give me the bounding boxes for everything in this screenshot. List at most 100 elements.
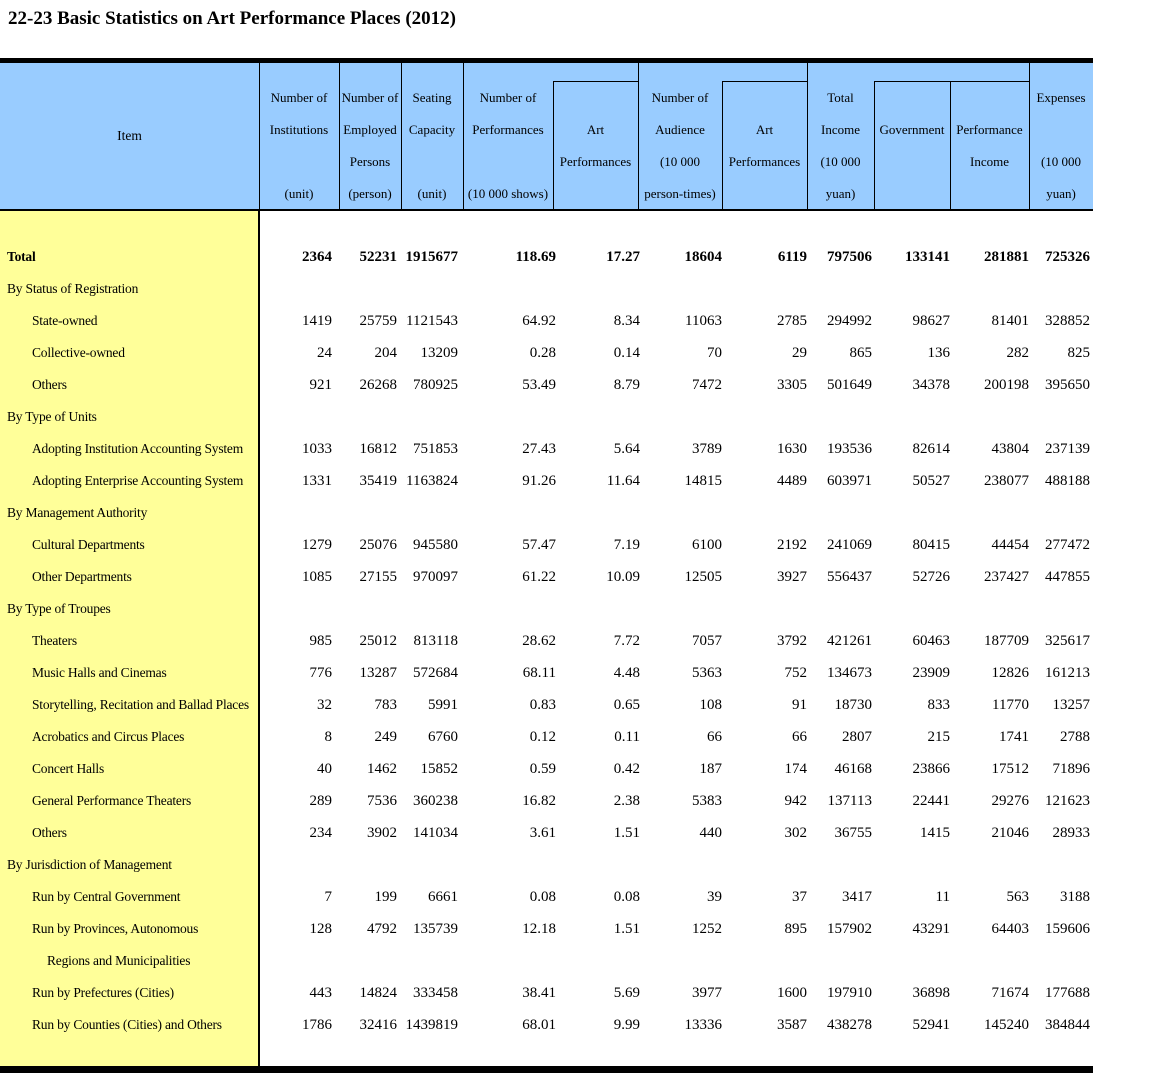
cell-art-performances-audience: 91 [792,697,807,713]
cell-expenses: 488188 [1045,473,1090,489]
cell-seating-capacity: 141034 [413,825,458,841]
cell-art-performances-shows: 0.14 [613,345,640,361]
cell-art-performances-shows: 5.64 [613,441,640,457]
cell-audience: 440 [699,825,723,841]
table-row: State-owned 1419 25759 1121543 64.92 8.34 1106… [0,305,1093,337]
cell-expenses: 725326 [1045,249,1090,265]
row-label: Run by Central Government [32,889,181,904]
cell-employed-persons: 783 [374,697,398,713]
cell-employed-persons: 25012 [359,633,398,649]
cell-expenses: 159606 [1045,921,1090,937]
header-label-employed-persons: Number of [341,90,399,105]
cell-performance-income: 200198 [984,377,1029,393]
cell-performances: 61.22 [522,569,556,585]
cell-institutions: 1085 [302,569,332,585]
cell-art-performances-shows: 2.38 [613,793,640,809]
header-label-total-income: yuan) [825,186,856,201]
cell-performances: 16.82 [522,793,556,809]
header-cell-performance-income [950,81,1029,209]
cell-seating-capacity: 813118 [413,633,458,649]
cell-institutions: 443 [309,985,333,1001]
cell-audience: 14815 [684,473,723,489]
table-row: Run by Central Government 7 199 6661 0.08 0.0… [0,881,1093,913]
cell-audience: 70 [707,345,722,361]
cell-performances: 0.28 [529,345,556,361]
cell-total-income: 603971 [827,473,872,489]
cell-art-performances-shows: 5.69 [613,985,640,1001]
header-label-expenses: (10 000 [1040,154,1082,169]
cell-institutions: 1033 [302,441,332,457]
header-cell-institutions [259,63,339,209]
cell-government: 133141 [905,249,950,265]
cell-total-income: 134673 [827,665,872,681]
cell-seating-capacity: 1121543 [406,313,458,329]
cell-performances: 0.59 [529,761,556,777]
table-row: Cultural Departments 1279 25076 945580 57.47… [0,529,1093,561]
header-label-expenses: Expenses [1036,90,1086,105]
cell-employed-persons: 16812 [359,441,398,457]
cell-audience: 7472 [692,377,722,393]
cell-seating-capacity: 970097 [413,569,458,585]
cell-performance-income: 563 [1006,889,1030,905]
table-row: Acrobatics and Circus Places 8 249 6760 0.12… [0,721,1093,753]
table-row: Adopting Institution Accounting System 10… [0,433,1093,465]
cell-art-performances-audience: 942 [784,793,808,809]
cell-expenses: 237139 [1045,441,1090,457]
cell-art-performances-audience: 6119 [777,249,807,265]
cell-total-income: 3417 [842,889,872,905]
cell-art-performances-audience: 895 [784,921,808,937]
cell-expenses: 825 [1067,345,1091,361]
cell-performance-income: 282 [1006,345,1030,361]
cell-government: 34378 [912,377,951,393]
cell-audience: 7057 [692,633,722,649]
top-rule [0,58,1093,63]
cell-government: 22441 [912,793,951,809]
cell-audience: 6100 [692,537,722,553]
header-label-audience: Audience [655,122,705,137]
header-label-performance-income: Income [970,154,1009,169]
cell-audience: 18604 [684,249,723,265]
cell-employed-persons: 1462 [367,761,397,777]
cell-expenses: 71896 [1052,761,1091,777]
header-cell-total-income [807,63,874,209]
table-row: Storytelling, Recitation and Ballad Plac… [0,689,1093,721]
page-title: 22-23 Basic Statistics on Art Performanc… [8,8,456,29]
cell-institutions: 1331 [302,473,332,489]
row-label: Adopting Institution Accounting System [32,441,244,456]
cell-expenses: 177688 [1045,985,1090,1001]
row-label: Concert Halls [32,761,105,776]
cell-institutions: 8 [324,729,333,745]
cell-art-performances-shows: 8.34 [613,313,640,329]
cell-seating-capacity: 6661 [428,889,458,905]
header-label-audience: person-times) [644,186,716,201]
cell-seating-capacity: 751853 [413,441,458,457]
cell-performances: 91.26 [522,473,556,489]
cell-government: 1415 [920,825,950,841]
cell-total-income: 46168 [834,761,873,777]
header-label-item: Item [117,128,142,143]
cell-total-income: 2807 [842,729,872,745]
table-row: By Type of Troupes [0,593,1093,625]
cell-performances: 53.49 [522,377,556,393]
cell-seating-capacity: 1439819 [405,1017,459,1033]
cell-art-performances-shows: 11.64 [606,473,640,489]
cell-institutions: 921 [309,377,333,393]
cell-performances: 38.41 [522,985,556,1001]
row-label: By Type of Units [7,409,97,424]
header-label-employed-persons: Persons [349,154,391,169]
cell-employed-persons: 14824 [359,985,398,1001]
cell-art-performances-shows: 0.65 [613,697,640,713]
cell-employed-persons: 13287 [359,665,398,681]
cell-art-performances-audience: 1600 [777,985,807,1001]
cell-expenses: 277472 [1045,537,1090,553]
cell-audience: 3789 [692,441,722,457]
table-header: Item Number of Institutions (unit) Number of… [0,63,1093,211]
cell-performance-income: 281881 [984,249,1029,265]
table-row: Music Halls and Cinemas 776 13287 572684 68.… [0,657,1093,689]
cell-total-income: 438278 [827,1017,872,1033]
cell-seating-capacity: 1915677 [405,249,459,265]
row-label: Acrobatics and Circus Places [32,729,185,744]
cell-performance-income: 1741 [999,729,1029,745]
cell-performance-income: 71674 [991,985,1030,1001]
header-cell-audience [638,63,722,209]
